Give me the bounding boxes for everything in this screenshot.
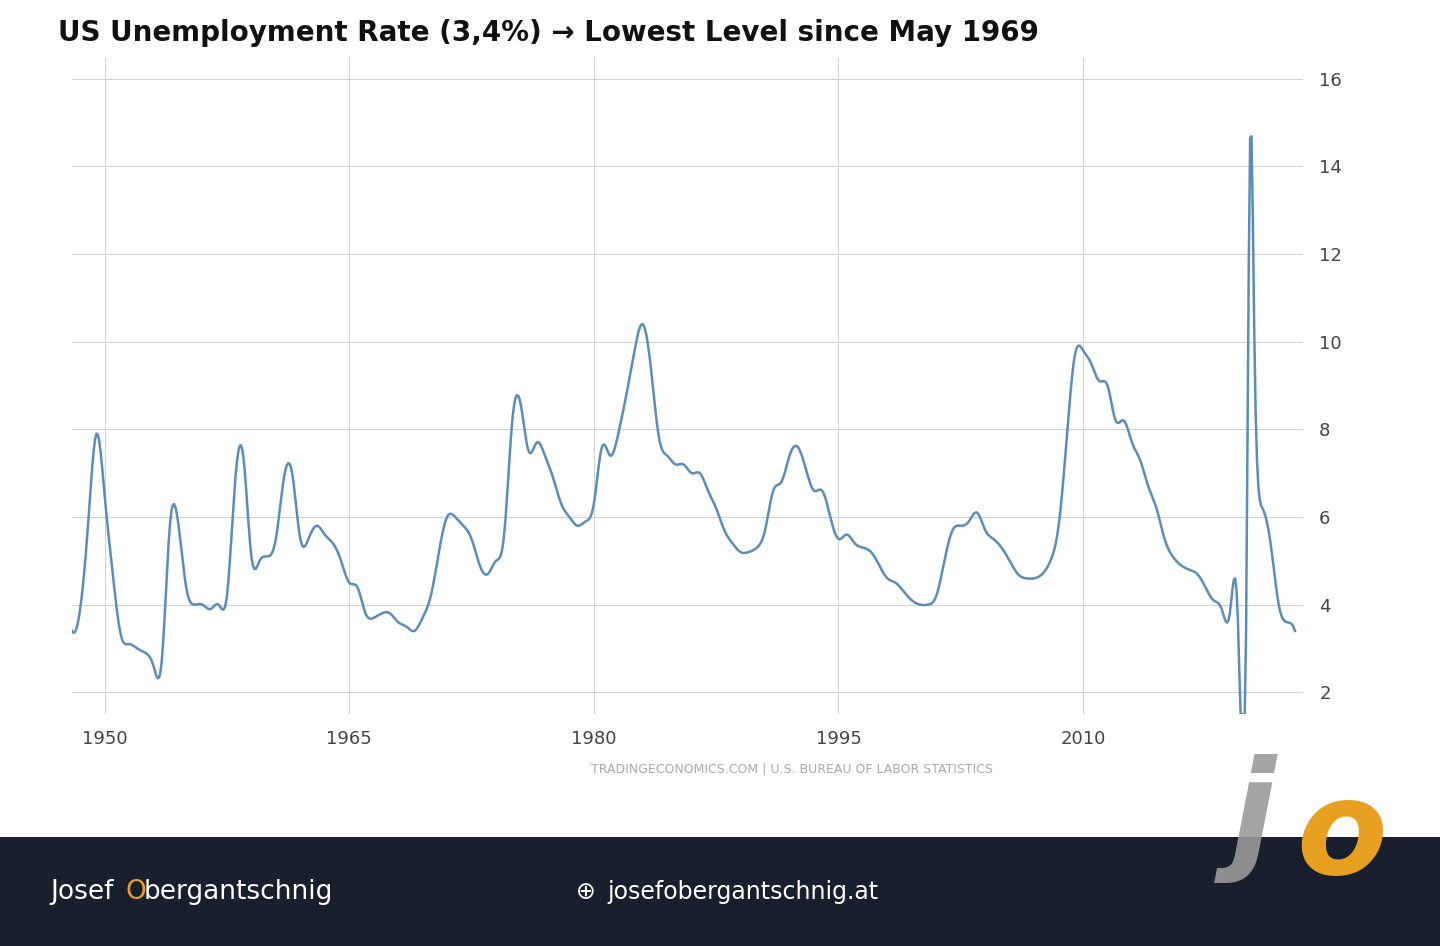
Text: US Unemployment Rate (3,4%) → Lowest Level since May 1969: US Unemployment Rate (3,4%) → Lowest Lev…	[58, 19, 1038, 47]
Text: TRADINGECONOMICS.COM | U.S. BUREAU OF LABOR STATISTICS: TRADINGECONOMICS.COM | U.S. BUREAU OF LA…	[590, 762, 994, 776]
Text: o: o	[1296, 774, 1387, 902]
Text: josefobergantschnig.at: josefobergantschnig.at	[608, 880, 878, 903]
Text: ⊕: ⊕	[576, 880, 596, 903]
Text: j: j	[1231, 754, 1276, 883]
Text: O: O	[125, 879, 145, 904]
Text: bergantschnig: bergantschnig	[144, 879, 334, 904]
Text: Josef: Josef	[50, 879, 122, 904]
